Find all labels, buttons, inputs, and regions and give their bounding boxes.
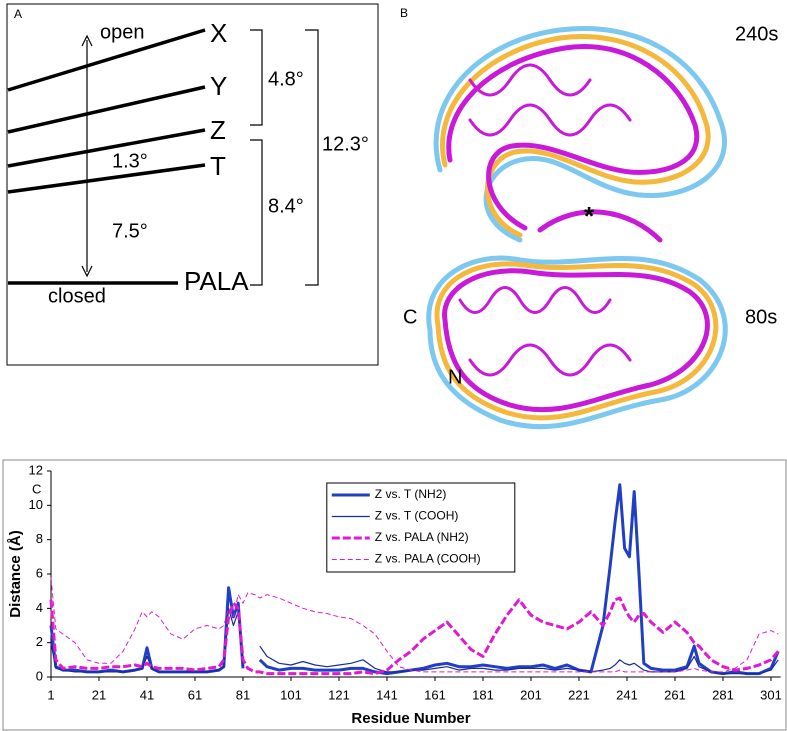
x-tick-label: 81 (236, 687, 250, 702)
ribbon-helices (458, 63, 632, 377)
ribbon-orange (434, 34, 719, 421)
ribbon-blue (426, 26, 728, 430)
line-z (7, 128, 206, 168)
legend-box (326, 482, 516, 573)
y-tick-label: 10 (29, 497, 43, 512)
bracket-4-8 (250, 29, 263, 126)
series-line (49, 596, 780, 676)
legend-label: Z vs. PALA (NH2) (375, 530, 469, 544)
legend-label: Z vs. T (NH2) (375, 487, 447, 501)
x-tick-label: 101 (280, 687, 302, 702)
state-label: Z (210, 115, 226, 145)
angle-label: 12.3° (322, 133, 369, 155)
panel-c-frame (2, 459, 787, 731)
x-tick-label: 301 (760, 687, 782, 702)
brackets (81, 29, 319, 286)
x-tick-label: 201 (520, 687, 542, 702)
x-tick-label: 181 (472, 687, 494, 702)
legend-label: Z vs. PALA (COOH) (375, 552, 481, 566)
panel-label: A (14, 7, 22, 21)
marker: * (584, 201, 595, 231)
panel-label: C (32, 481, 41, 496)
y-axis-title: Distance (Å) (7, 530, 24, 618)
open-label: open (100, 21, 145, 43)
loop-label: 80s (745, 306, 777, 328)
ribbon-magenta (442, 44, 710, 413)
x-axis-title: Residue Number (351, 710, 470, 727)
series-line (50, 607, 779, 675)
angle-label: 7.5° (112, 220, 148, 242)
panel-label: B (400, 6, 408, 20)
bracket-12-3 (305, 29, 319, 286)
loop-label: 240s (735, 23, 778, 45)
line-y (7, 85, 206, 134)
terminus-label: C (403, 306, 417, 328)
closed-label: closed (48, 285, 106, 307)
x-tick-label: 241 (616, 687, 638, 702)
bracket-8-4 (250, 139, 263, 286)
state-label: T (210, 151, 226, 181)
x-tick-label: 121 (328, 687, 350, 702)
x-tick-label: 41 (140, 687, 154, 702)
series-line (50, 577, 779, 673)
state-label: X (210, 18, 227, 48)
y-tick-label: 8 (36, 531, 43, 546)
x-tick-label: 61 (188, 687, 202, 702)
x-tick-label: 261 (664, 687, 686, 702)
protein-ribbons (426, 26, 728, 430)
y-tick-label: 6 (36, 565, 43, 580)
state-label: Y (210, 71, 227, 101)
x-tick-label: 281 (712, 687, 734, 702)
x-tick-label: 21 (92, 687, 106, 702)
angle-label: 1.3° (112, 150, 148, 172)
y-tick-label: 2 (36, 634, 43, 649)
y-tick-label: 0 (36, 668, 43, 683)
arrow-heads (81, 34, 93, 278)
angle-label: 8.4° (268, 195, 304, 217)
state-lines (7, 28, 206, 285)
x-tick-label: 221 (568, 687, 590, 702)
y-tick-label: 12 (29, 462, 43, 477)
panel-a-frame (6, 3, 379, 366)
line-t (7, 163, 206, 194)
x-tick-label: 161 (424, 687, 446, 702)
line-x (7, 28, 206, 92)
legend-label: Z vs. T (COOH) (375, 509, 459, 523)
terminus-label: N (448, 366, 462, 388)
y-tick-label: 4 (36, 600, 43, 615)
state-label: PALA (184, 266, 249, 296)
angle-label: 4.8° (268, 68, 304, 90)
x-tick-label: 141 (376, 687, 398, 702)
x-tick-label: 1 (47, 687, 54, 702)
